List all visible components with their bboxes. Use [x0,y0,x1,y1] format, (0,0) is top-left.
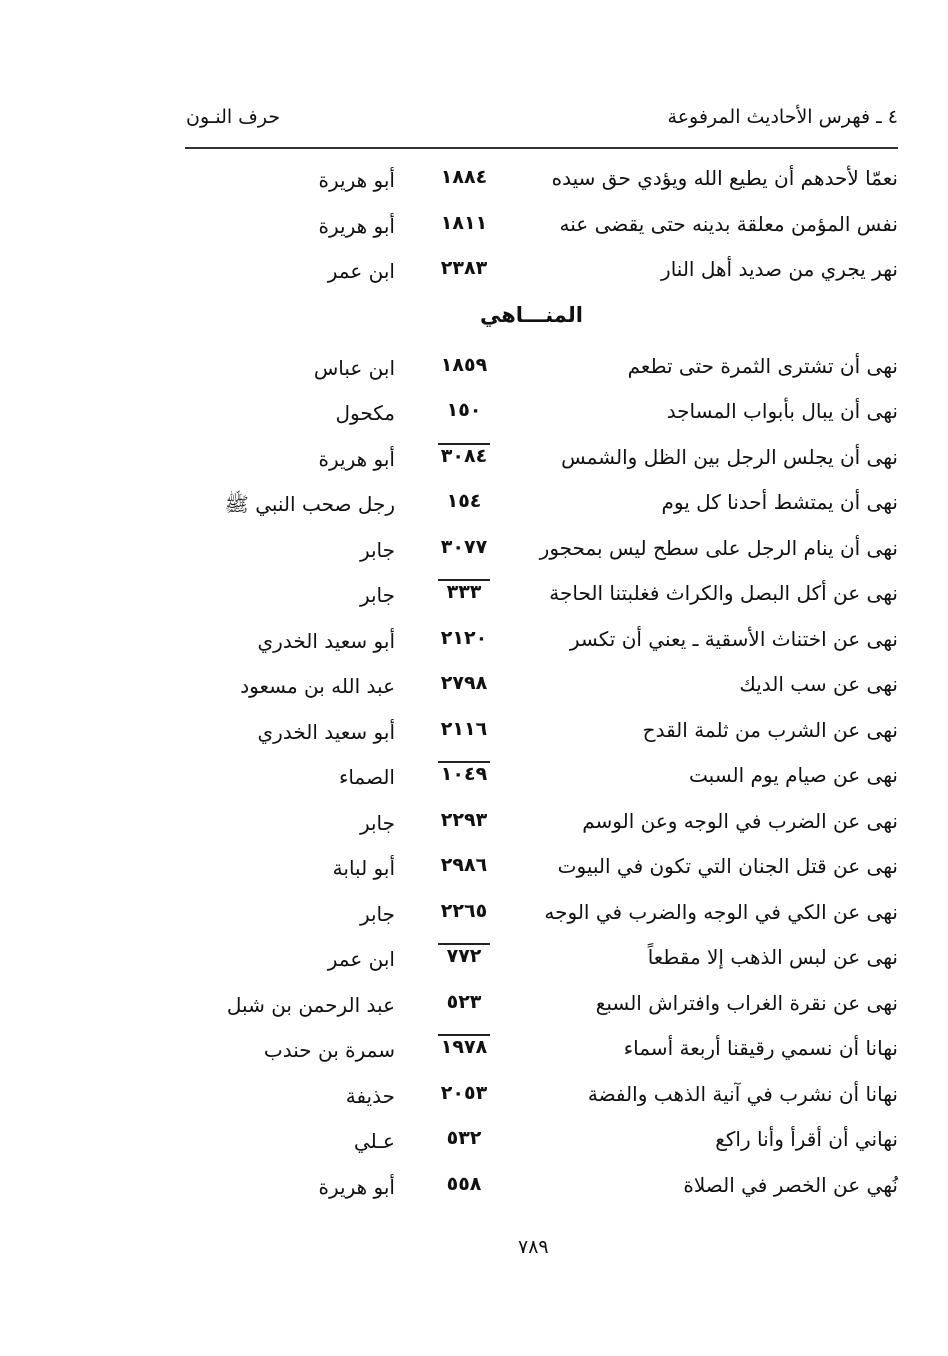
hadith-number: ١٠٤٩ [438,761,490,785]
index-entry: نهى عن أكل البصل والكراث فغلبتنا الحاجة ٣… [0,577,948,623]
hadith-number: ٥٢٣ [446,990,482,1013]
hadith-text: نهر يجري من صديد أهل النار [661,257,898,281]
hadith-text: نهى أن يجلس الرجل بين الظل والشمس [561,444,898,469]
hadith-text: نفس المؤمن معلقة بدينه حتى يقضى عنه [559,211,898,236]
hadith-number: ٣٣٣ [438,579,490,603]
hadith-number: ١٥٠ [446,399,482,421]
hadith-number: ٢٢٦٥ [440,899,488,922]
narrator: عبد الرحمن بن شبل [226,992,395,1017]
narrator: ابن عمر [327,947,395,971]
header-rule [185,147,898,149]
hadith-text: نهى عن الضرب في الوجه وعن الوسم [582,808,898,833]
section-title: المنـــاهي [480,302,583,327]
narrator: جابر [359,537,395,562]
narrator: مكحول [335,401,395,425]
narrator: أبو هريرة [318,1174,395,1199]
hadith-text: نهى عن صيام يوم السبت [689,763,898,787]
hadith-number: ٢٩٨٦ [440,854,488,876]
hadith-text: نهاني أن أقرأ وأنا راكع [715,1127,898,1151]
hadith-number: ١٩٧٨ [438,1034,490,1058]
index-entry: نهاني أن أقرأ وأنا راكع ٥٣٢ عـلي [0,1123,948,1169]
narrator: أبو سعيد الخدري [257,628,395,653]
index-entry: نهر يجري من صديد أهل النار ٢٣٨٣ ابن عمر [0,253,948,299]
hadith-text: نهى أن يمتشط أحدنا كل يوم [661,490,898,514]
hadith-number: ٣٠٧٧ [440,535,488,558]
index-entry: نهى عن قتل الجنان التي تكون في البيوت ٢٩٨… [0,850,948,896]
hadith-text: نهانا أن نسمي رقيقنا أربعة أسماء [623,1036,898,1060]
hadith-text: نهى عن سب الديك [739,672,898,696]
index-entry: نهى عن الشرب من ثلمة القدح ٢١١٦ أبو سعيد ا… [0,714,948,760]
index-entry: نهى عن اختناث الأسقية ـ يعني أن تكسر ٢١٢٠… [0,623,948,669]
index-entry: نهى أن ينام الرجل على سطح ليس بمحجور ٣٠٧٧… [0,532,948,578]
index-entry: نُهي عن الخصر في الصلاة ٥٥٨ أبو هريرة [0,1169,948,1215]
narrator: جابر [359,901,395,926]
narrator: عبد الله بن مسعود [240,674,395,698]
hadith-number: ١٨٥٩ [440,353,488,376]
hadith-number: ٧٧٢ [438,943,490,967]
page-number: ٧٨٩ [518,1236,549,1258]
narrator: ابن عمر [327,259,395,283]
hadith-number: ٥٥٨ [446,1172,482,1195]
narrator: أبو لبابة [332,856,395,880]
running-header-title: ٤ ـ فهرس الأحاديث المرفوعة [667,106,898,128]
hadith-text: نعمّا لأحدهم أن يطيع الله ويؤدي حق سيده [551,166,898,190]
hadith-number: ٥٣٢ [446,1127,482,1149]
hadith-number: ٢٠٥٣ [440,1081,488,1104]
hadith-index-list: نعمّا لأحدهم أن يطيع الله ويؤدي حق سيده ١… [0,162,948,1214]
index-entry: نهى أن يبال بأبواب المساجد ١٥٠ مكحول [0,395,948,441]
hadith-text: نهى أن ينام الرجل على سطح ليس بمحجور [539,535,898,560]
narrator: أبو سعيد الخدري [257,719,395,744]
hadith-text: نهانا أن نشرب في آنية الذهب والفضة [587,1081,898,1106]
section-heading: المنـــاهي [0,299,948,350]
index-entry: نفس المؤمن معلقة بدينه حتى يقضى عنه ١٨١١ أ… [0,208,948,254]
narrator: عـلي [353,1129,395,1153]
narrator: حذيفة [345,1083,395,1108]
narrator: أبو هريرة [318,446,395,471]
hadith-text: نهى أن تشترى الثمرة حتى تطعم [627,353,898,378]
index-entry: نهى عن الضرب في الوجه وعن الوسم ٢٢٩٣ جابر [0,805,948,851]
index-entry: نهى أن يجلس الرجل بين الظل والشمس ٣٠٨٤ أبو… [0,441,948,487]
hadith-text: نهى عن لبس الذهب إلا مقطعاً [647,945,898,969]
hadith-text: نُهي عن الخصر في الصلاة [683,1172,898,1197]
index-entry: نهانا أن نسمي رقيقنا أربعة أسماء ١٩٧٨ سمرة… [0,1032,948,1078]
hadith-number: ٢١٢٠ [440,626,488,649]
hadith-text: نهى عن اختناث الأسقية ـ يعني أن تكسر [569,626,898,651]
narrator: أبو هريرة [318,168,395,192]
index-entry: نهى عن صيام يوم السبت ١٠٤٩ الصماء [0,759,948,805]
narrator: الصماء [338,765,395,789]
narrator: ابن عباس [313,355,395,380]
index-entry: نهى عن الكي في الوجه والضرب في الوجه ٢٢٦٥… [0,896,948,942]
hadith-number: ٣٠٨٤ [438,442,490,467]
index-entry: نهى أن يمتشط أحدنا كل يوم ١٥٤ رجل صحب النب… [0,486,948,532]
narrator: أبو هريرة [318,213,395,238]
hadith-number: ٢٣٨٣ [440,257,488,279]
index-entry: نهى أن تشترى الثمرة حتى تطعم ١٨٥٩ ابن عباس [0,350,948,396]
index-entry: نهى عن لبس الذهب إلا مقطعاً ٧٧٢ ابن عمر [0,941,948,987]
hadith-text: نهى عن الشرب من ثلمة القدح [642,717,898,742]
narrator: جابر [359,583,395,607]
narrator: جابر [359,810,395,835]
index-entry: نعمّا لأحدهم أن يطيع الله ويؤدي حق سيده ١… [0,162,948,208]
hadith-text: نهى عن الكي في الوجه والضرب في الوجه [544,899,898,924]
hadith-number: ١٨٨٤ [440,166,488,188]
hadith-text: نهى عن قتل الجنان التي تكون في البيوت [557,854,898,878]
hadith-number: ١٥٤ [446,490,482,512]
hadith-text: نهى عن أكل البصل والكراث فغلبتنا الحاجة [549,581,898,605]
narrator: سمرة بن حندب [263,1038,395,1062]
hadith-number: ٢١١٦ [440,717,488,740]
index-entry: نهى عن نقرة الغراب وافتراش السبع ٥٢٣ عبد ا… [0,987,948,1033]
hadith-number: ٢٧٩٨ [440,672,488,694]
hadith-text: نهى أن يبال بأبواب المساجد [666,399,898,423]
hadith-number: ٢٢٩٣ [440,808,488,831]
narrator: رجل صحب النبي ﷺ [224,492,395,516]
hadith-text: نهى عن نقرة الغراب وافتراش السبع [595,990,898,1015]
index-entry: نهانا أن نشرب في آنية الذهب والفضة ٢٠٥٣ حذ… [0,1078,948,1124]
index-entry: نهى عن سب الديك ٢٧٩٨ عبد الله بن مسعود [0,668,948,714]
running-header-letter: حرف النـون [186,106,281,128]
hadith-number: ١٨١١ [440,211,488,234]
